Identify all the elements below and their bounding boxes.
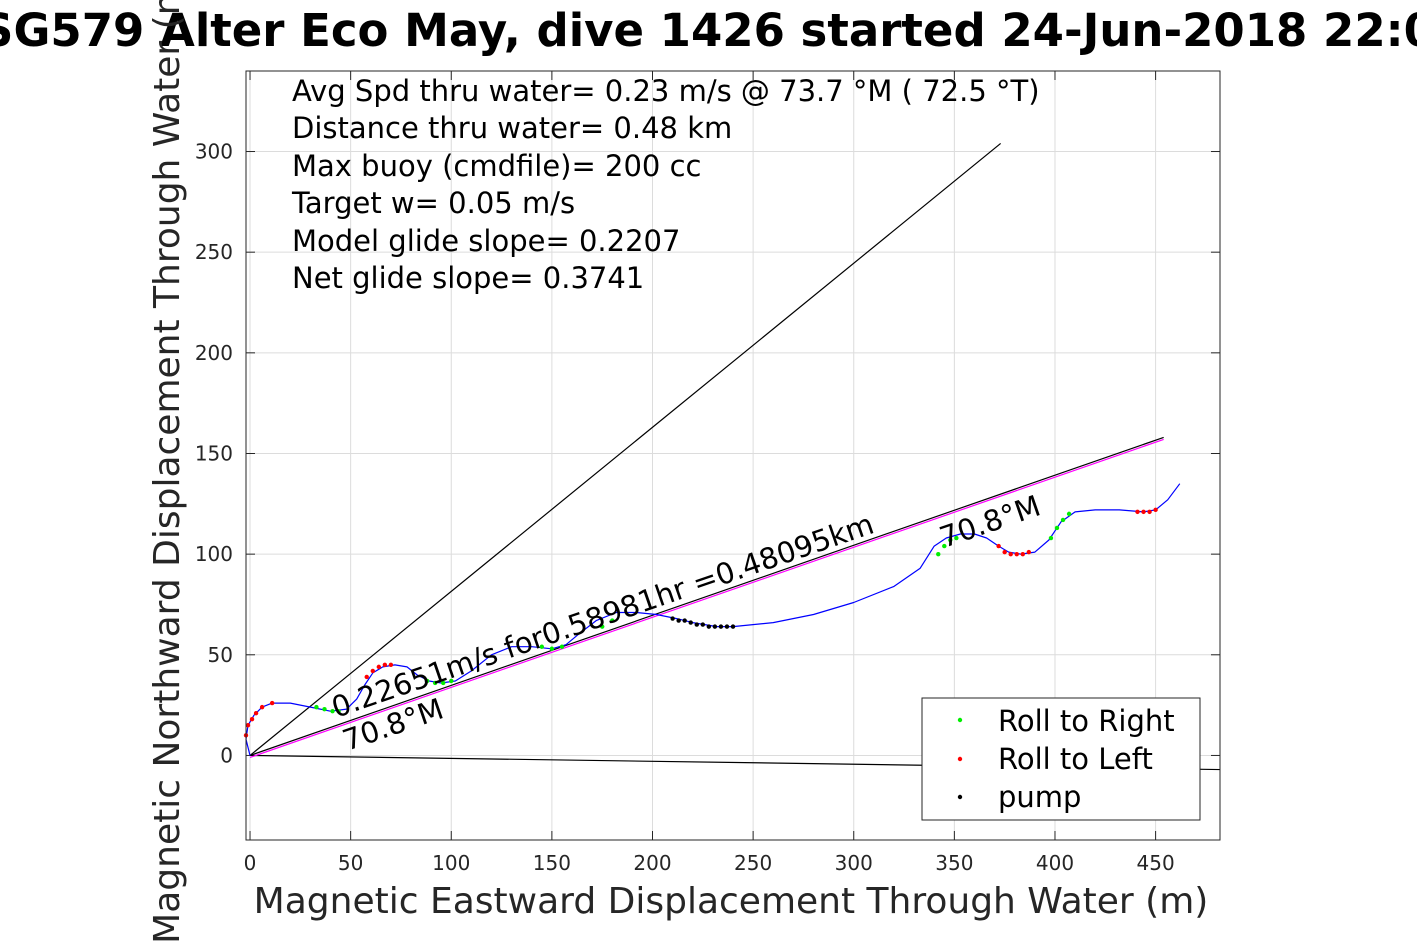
- annotation-max-buoy: Max buoy (cmdfile)= 200 cc: [292, 149, 701, 183]
- marker-pump: [670, 616, 675, 621]
- marker-roll-to-left: [388, 662, 394, 668]
- marker-roll-to-left: [1014, 551, 1019, 557]
- track-layer: [245, 483, 1181, 756]
- marker-roll-to-left: [1008, 551, 1013, 557]
- marker-pump: [676, 618, 681, 623]
- marker-roll-to-right: [954, 535, 959, 541]
- marker-roll-to-left: [370, 668, 375, 674]
- x-tick-label: 150: [533, 851, 571, 875]
- marker-roll-to-right: [610, 618, 615, 623]
- marker-roll-to-left: [269, 700, 275, 706]
- x-tick-label: 250: [734, 851, 772, 875]
- legend-label-roll-right: Roll to Right: [998, 704, 1175, 738]
- x-tick-label: 450: [1137, 851, 1175, 875]
- x-tick-label: 50: [338, 851, 363, 875]
- marker-roll-to-right: [441, 680, 446, 686]
- x-axis-label: Magnetic Eastward Displacement Through W…: [254, 881, 1209, 922]
- marker-pump: [688, 620, 693, 625]
- marker-pump: [700, 622, 706, 627]
- marker-roll-to-left: [1026, 549, 1032, 555]
- annotation-distance: Distance thru water= 0.48 km: [292, 111, 732, 145]
- marker-roll-to-right: [599, 624, 605, 629]
- upper-bound-line: [249, 143, 1002, 756]
- y-tick-label: 150: [195, 441, 233, 465]
- legend-box: [921, 697, 1201, 821]
- x-tick-label: 350: [935, 851, 973, 875]
- marker-roll-to-left: [1141, 509, 1146, 515]
- y-tick-label: 50: [208, 643, 233, 667]
- marker-roll-to-right: [336, 708, 341, 714]
- marker-roll-to-left: [382, 662, 388, 668]
- marker-roll-to-right: [1066, 511, 1072, 517]
- marker-roll-to-right: [330, 708, 335, 714]
- track-line: [245, 483, 1181, 756]
- y-tick-label: 300: [195, 140, 233, 164]
- reference-lines: [249, 143, 1221, 771]
- annotation-target-w: Target w= 0.05 m/s: [291, 186, 575, 220]
- y-tick-label: 0: [220, 743, 233, 767]
- marker-roll-to-right: [936, 551, 941, 557]
- marker-roll-to-right: [432, 680, 438, 686]
- legend-marker-roll-left: [957, 756, 963, 762]
- marker-pump: [694, 622, 699, 627]
- axis-ticks: 0 50 100 150 200 250 300 350 400 450 0 50 100 150 200 2…: [195, 71, 1220, 875]
- marker-roll-to-right: [1048, 535, 1054, 541]
- marker-roll-to-left: [259, 704, 265, 710]
- marker-pump: [730, 624, 736, 629]
- x-tick-label: 200: [633, 851, 671, 875]
- course-line: [249, 436, 1164, 757]
- y-tick-label: 100: [195, 542, 233, 566]
- marker-roll-to-left: [1135, 509, 1140, 515]
- marker-roll-to-right: [1060, 517, 1066, 523]
- marker-roll-to-left: [1153, 507, 1158, 513]
- marker-roll-to-right: [424, 678, 430, 684]
- marker-roll-to-right: [1054, 525, 1060, 531]
- legend-marker-roll-right: [957, 717, 963, 723]
- marker-roll-to-right: [314, 704, 319, 710]
- marker-pump: [682, 618, 687, 623]
- legend-label-roll-left: Roll to Left: [998, 742, 1153, 776]
- marker-roll-to-left: [996, 543, 1001, 549]
- marker-roll-to-right: [948, 537, 953, 543]
- annotation-model-glide-slope: Model glide slope= 0.2207: [292, 224, 680, 258]
- marker-pump: [712, 624, 718, 629]
- x-tick-label: 100: [432, 851, 470, 875]
- marker-roll-to-left: [364, 674, 369, 680]
- marker-roll-to-left: [245, 723, 251, 728]
- axes-frame: [245, 70, 1221, 841]
- marker-roll-to-right: [539, 644, 545, 649]
- x-tick-label: 300: [835, 851, 873, 875]
- annotation-net-glide-slope: Net glide slope= 0.3741: [292, 261, 644, 295]
- annotation-box: Avg Spd thru water= 0.23 m/s @ 73.7 °M (…: [291, 74, 1040, 295]
- marker-roll-to-left: [1002, 549, 1007, 555]
- magenta-course-line: [249, 438, 1164, 759]
- y-tick-label: 250: [195, 240, 233, 264]
- marker-pump: [718, 624, 724, 629]
- x-tick-label: 400: [1036, 851, 1074, 875]
- legend-marker-pump: [957, 794, 963, 800]
- marker-roll-to-left: [1020, 551, 1025, 557]
- marker-pump: [706, 624, 712, 629]
- marker-layer: [243, 507, 1158, 738]
- legend-label-pump: pump: [998, 780, 1081, 814]
- marker-roll-to-left: [249, 717, 255, 722]
- chart-title: SG579 Alter Eco May, dive 1426 started 2…: [0, 4, 1417, 57]
- marker-roll-to-right: [559, 644, 565, 649]
- y-tick-label: 200: [195, 341, 233, 365]
- marker-roll-to-right: [322, 706, 327, 712]
- marker-roll-to-right: [449, 678, 454, 684]
- marker-roll-to-right: [549, 646, 555, 651]
- annotation-avg-speed: Avg Spd thru water= 0.23 m/s @ 73.7 °M (…: [292, 74, 1040, 108]
- x-tick-label: 0: [244, 851, 257, 875]
- y-axis-label: Magnetic Northward Displacement Through …: [147, 0, 188, 944]
- marker-roll-to-left: [376, 664, 382, 670]
- marker-roll-to-left: [1147, 509, 1152, 515]
- marker-roll-to-right: [942, 543, 947, 549]
- marker-roll-to-left: [253, 710, 259, 716]
- marker-pump: [724, 624, 730, 629]
- legend: Roll to Right Roll to Left pump: [921, 697, 1201, 821]
